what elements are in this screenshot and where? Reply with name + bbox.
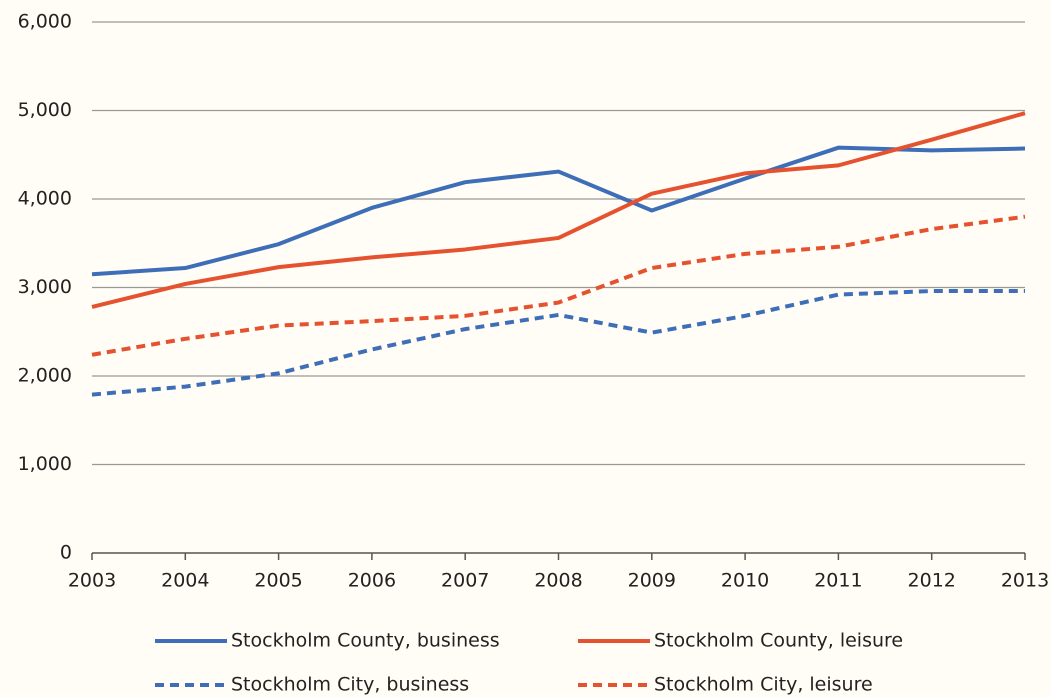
x-tick-label: 2007 <box>441 570 489 592</box>
x-tick-label: 2006 <box>348 570 396 592</box>
x-tick-label: 2009 <box>628 570 676 592</box>
y-tick-label: 6,000 <box>18 11 72 33</box>
series-line <box>91 145 1026 277</box>
y-tick-label: 0 <box>60 542 72 564</box>
y-tick-label: 4,000 <box>18 188 72 210</box>
x-tick-label: 2005 <box>254 570 302 592</box>
legend-label: Stockholm City, business <box>231 674 469 696</box>
legend-label: Stockholm County, business <box>231 630 500 652</box>
x-tick-label: 2004 <box>161 570 209 592</box>
x-tick-label: 2003 <box>68 570 116 592</box>
y-tick-label: 5,000 <box>18 99 72 121</box>
y-tick-label: 2,000 <box>18 365 72 387</box>
x-tick-label: 2011 <box>814 570 862 592</box>
series-line <box>91 214 1026 357</box>
legend-label: Stockholm City, leisure <box>654 674 873 696</box>
series-line <box>91 111 1026 309</box>
x-tick-label: 2010 <box>721 570 769 592</box>
x-tick-label: 2008 <box>534 570 582 592</box>
x-tick-label: 2012 <box>908 570 956 592</box>
legend-label: Stockholm County, leisure <box>654 630 903 652</box>
y-tick-label: 1,000 <box>18 453 72 475</box>
series-line <box>91 289 1025 397</box>
y-tick-label: 3,000 <box>18 276 72 298</box>
x-tick-label: 2013 <box>1001 570 1049 592</box>
